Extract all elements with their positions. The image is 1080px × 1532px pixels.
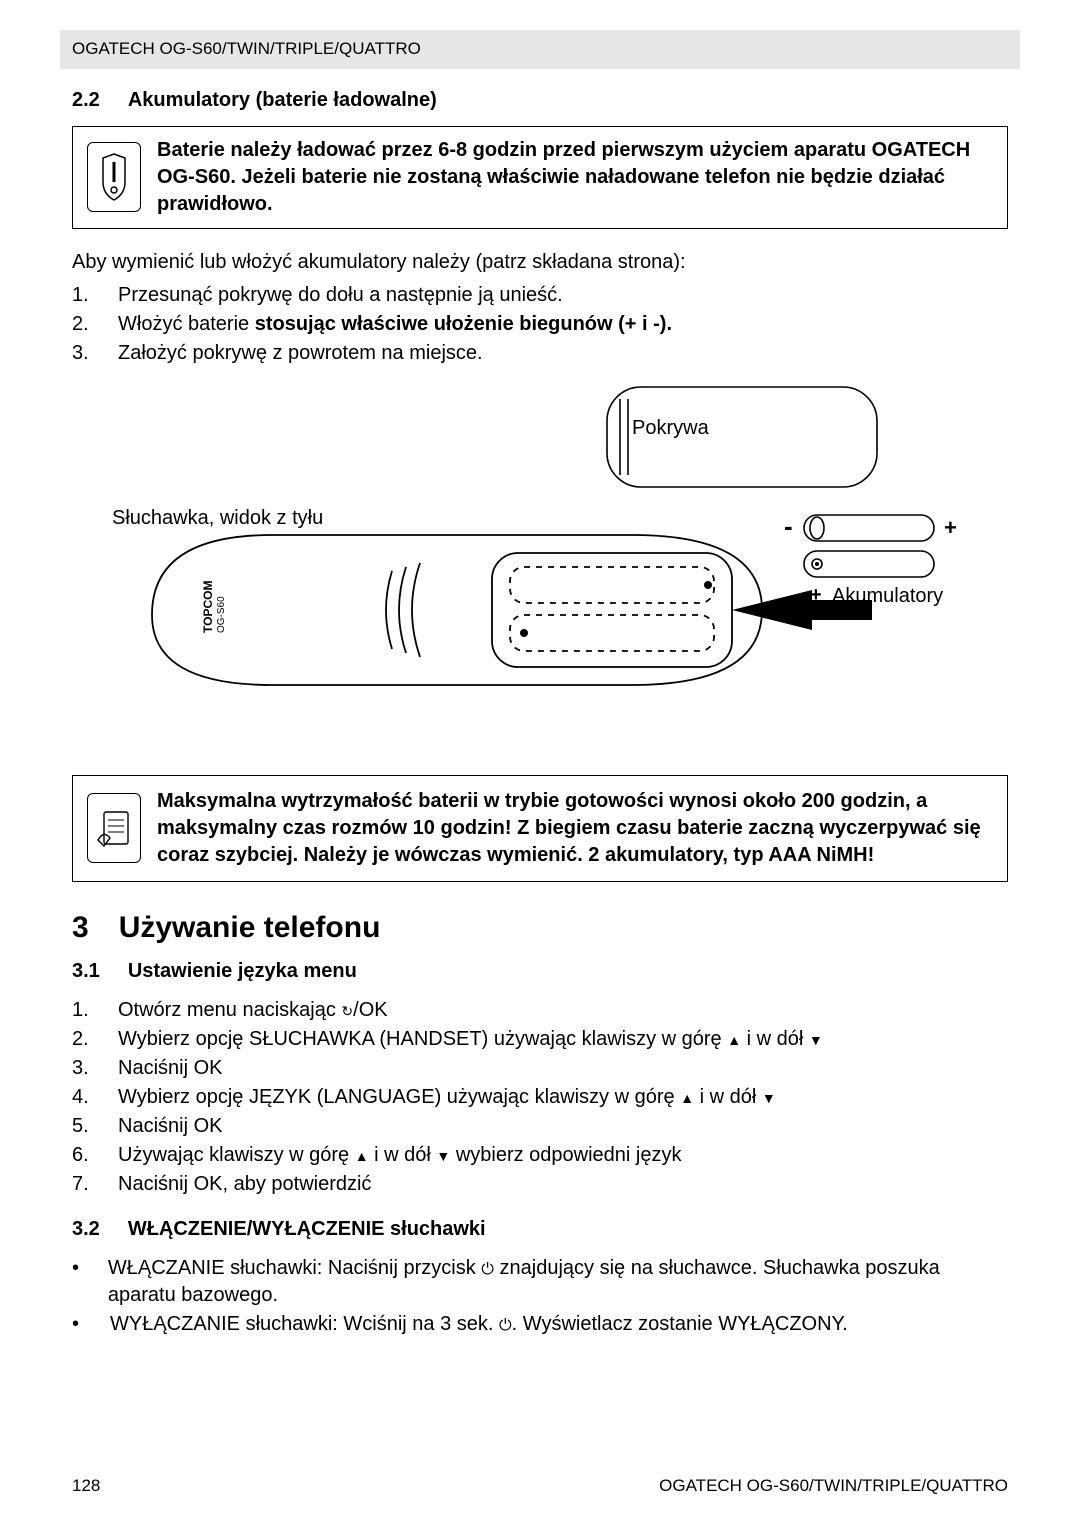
- steps-2-2-list: 1. Przesunąć pokrywę do dołu a następnie …: [72, 282, 1008, 367]
- list-text: WŁĄCZANIE słuchawki: Naciśnij przycisk z…: [108, 1255, 1008, 1309]
- section-number: 3.1: [72, 958, 100, 985]
- document-page: OGATECH OG-S60/TWIN/TRIPLE/QUATTRO 2.2 A…: [0, 0, 1080, 1380]
- running-header: OGATECH OG-S60/TWIN/TRIPLE/QUATTRO: [60, 30, 1020, 69]
- footer-right: OGATECH OG-S60/TWIN/TRIPLE/QUATTRO: [659, 1475, 1008, 1498]
- section-title: Akumulatory (baterie ładowalne): [128, 87, 437, 114]
- page-number: 128: [72, 1475, 100, 1498]
- list-text: Otwórz menu naciskając /OK: [118, 997, 388, 1024]
- list-item: 7. Naciśnij OK, aby potwierdzić: [72, 1171, 1008, 1198]
- list-text: Naciśnij OK: [118, 1055, 222, 1082]
- triangle-down-icon: [436, 1144, 450, 1166]
- chapter-number: 3: [72, 908, 89, 949]
- warning-text: Baterie należy ładować przez 6-8 godzin …: [157, 137, 993, 218]
- list-number: 3.: [72, 340, 100, 367]
- label-cover: Pokrywa: [632, 415, 709, 442]
- warning-box: Baterie należy ładować przez 6-8 godzin …: [72, 126, 1008, 229]
- label-handset-back: Słuchawka, widok z tyłu: [112, 505, 323, 532]
- section-title: Ustawienie języka menu: [128, 958, 357, 985]
- section-2-2-heading: 2.2 Akumulatory (baterie ładowalne): [72, 87, 1008, 114]
- list-number: 6.: [72, 1142, 100, 1169]
- bullets-3-2-list: • WŁĄCZANIE słuchawki: Naciśnij przycisk …: [72, 1255, 1008, 1338]
- section-number: 3.2: [72, 1216, 100, 1243]
- info-text: Maksymalna wytrzymałość baterii w trybie…: [157, 788, 993, 869]
- list-item: 3. Założyć pokrywę z powrotem na miejsce.: [72, 340, 1008, 367]
- list-item: 5. Naciśnij OK: [72, 1113, 1008, 1140]
- section-number: 2.2: [72, 87, 100, 114]
- triangle-up-icon: [680, 1086, 694, 1108]
- label-batteries: Akumulatory: [832, 583, 943, 610]
- section-3-1-heading: 3.1 Ustawienie języka menu: [72, 958, 1008, 985]
- list-text: Założyć pokrywę z powrotem na miejsce.: [118, 340, 483, 367]
- list-item: 2. Włożyć baterie stosując właściwe ułoże…: [72, 311, 1008, 338]
- triangle-up-icon: [727, 1028, 741, 1050]
- svg-text:TOPCOM: TOPCOM: [201, 580, 215, 632]
- list-text: Używając klawiszy w górę i w dół wybierz…: [118, 1142, 682, 1169]
- list-text: Naciśnij OK: [118, 1113, 222, 1140]
- bullet-icon: •: [72, 1255, 90, 1282]
- list-text: Wybierz opcję JĘZYK (LANGUAGE) używając …: [118, 1084, 776, 1111]
- list-number: 2.: [72, 1026, 100, 1053]
- list-item: 3. Naciśnij OK: [72, 1055, 1008, 1082]
- section-title: WŁĄCZENIE/WYŁĄCZENIE słuchawki: [128, 1216, 486, 1243]
- list-item: 1. Przesunąć pokrywę do dołu a następnie …: [72, 282, 1008, 309]
- list-text: Naciśnij OK, aby potwierdzić: [118, 1171, 371, 1198]
- section-3-2-heading: 3.2 WŁĄCZENIE/WYŁĄCZENIE słuchawki: [72, 1216, 1008, 1243]
- triangle-down-icon: [809, 1028, 823, 1050]
- list-number: 7.: [72, 1171, 100, 1198]
- chapter-3-heading: 3 Używanie telefonu: [72, 908, 1008, 949]
- list-item: 4. Wybierz opcję JĘZYK (LANGUAGE) używają…: [72, 1084, 1008, 1111]
- note-icon: [87, 793, 141, 863]
- list-item: 2. Wybierz opcję SŁUCHAWKA (HANDSET) używ…: [72, 1026, 1008, 1053]
- list-number: 4.: [72, 1084, 100, 1111]
- list-number: 1.: [72, 997, 100, 1024]
- warning-icon: [87, 142, 141, 212]
- redial-icon: [341, 999, 353, 1021]
- battery-diagram: TOPCOM OG-S60 - + + Pokrywa Słuchawka, w…: [72, 375, 1008, 745]
- list-item: 6. Używając klawiszy w górę i w dół wybie…: [72, 1142, 1008, 1169]
- list-number: 2.: [72, 311, 100, 338]
- triangle-up-icon: [355, 1144, 369, 1166]
- steps-3-1-list: 1. Otwórz menu naciskając /OK 2. Wybierz op…: [72, 997, 1008, 1198]
- intro-paragraph: Aby wymienić lub włożyć akumulatory nale…: [72, 249, 1008, 276]
- list-text: Przesunąć pokrywę do dołu a następnie ją…: [118, 282, 563, 309]
- power-icon: [499, 1313, 512, 1335]
- triangle-down-icon: [762, 1086, 776, 1108]
- power-icon: [481, 1257, 494, 1279]
- list-item: 1. Otwórz menu naciskając /OK: [72, 997, 1008, 1024]
- list-number: 3.: [72, 1055, 100, 1082]
- svg-text:+: +: [944, 515, 957, 540]
- list-text: Wybierz opcję SŁUCHAWKA (HANDSET) używaj…: [118, 1026, 823, 1053]
- info-box: Maksymalna wytrzymałość baterii w trybie…: [72, 775, 1008, 882]
- svg-text:+: +: [810, 584, 822, 606]
- svg-text:OG-S60: OG-S60: [216, 596, 227, 633]
- list-number: 5.: [72, 1113, 100, 1140]
- list-text: WYŁĄCZANIE słuchawki: Wciśnij na 3 sek. …: [110, 1311, 848, 1338]
- list-text: Włożyć baterie stosując właściwe ułożeni…: [118, 311, 672, 338]
- list-item: • WŁĄCZANIE słuchawki: Naciśnij przycisk …: [72, 1255, 1008, 1309]
- bullet-icon: •: [72, 1311, 92, 1338]
- page-footer: 128 OGATECH OG-S60/TWIN/TRIPLE/QUATTRO: [72, 1475, 1008, 1498]
- svg-text:-: -: [784, 511, 793, 541]
- list-number: 1.: [72, 282, 100, 309]
- chapter-title: Używanie telefonu: [119, 908, 381, 949]
- list-item: • WYŁĄCZANIE słuchawki: Wciśnij na 3 sek.…: [72, 1311, 1008, 1338]
